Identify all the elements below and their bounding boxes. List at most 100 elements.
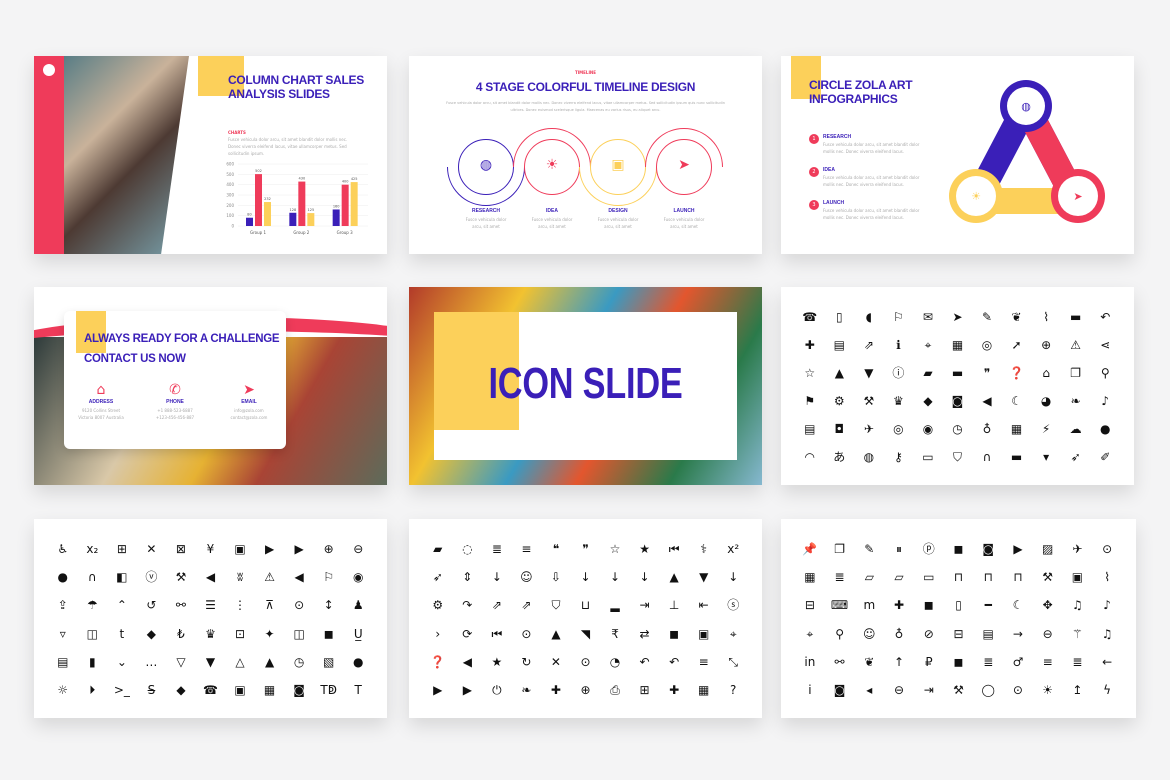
step-backward-icon: ⏮	[668, 542, 680, 557]
chevron-circle-up-icon: ⊙	[1012, 682, 1023, 697]
suitcase-icon: ▣	[234, 682, 246, 697]
y-tick-label: 200	[226, 203, 234, 208]
columns-icon: ◫	[293, 626, 305, 641]
x-tick-label: Group 2	[293, 230, 309, 235]
step-text: Fusce vehicula dolor arcu, sit amet blan…	[823, 175, 920, 187]
trophy-icon: ♛	[205, 626, 216, 641]
bar	[341, 184, 349, 226]
clock-icon: ◷	[952, 422, 963, 436]
bar	[298, 181, 306, 226]
step-name: LAUNCH	[823, 200, 845, 206]
bar-data-label: 232	[264, 197, 271, 201]
tumblr-icon: t	[119, 626, 125, 641]
slide-icons-1[interactable]: ☎ ▯ ◖ ⚐ ✉ ➤ ✎ ❦ ⌇ ▬ ↶ ✚ ▤ ⇗ ℹ ⌖ ▦ ◎ ➚ ⊕ ⚠ ⋖ ☆ ▲ ▼ ⓘ ▰ ▬ ❞ ❓ ⌂ ❐ ⚲ ⚑ ⚙ ⚒ ♛ ◆ ◙ ◀…	[781, 287, 1134, 485]
image-icon: ▨	[1042, 542, 1054, 557]
sign-in-icon: ⇤	[698, 598, 709, 613]
lemon-icon: ◯	[981, 682, 995, 697]
bar	[246, 217, 253, 226]
pinterest-icon: ⓟ	[922, 542, 935, 557]
sort-numeric-icon: ↓	[580, 570, 591, 585]
contact-line: +1 888-523-6887	[157, 408, 193, 413]
gavel-icon: ⚒	[953, 682, 964, 697]
comments-icon: ▰	[923, 366, 933, 380]
eye-icon: ◉	[922, 422, 934, 436]
stage-text: Fusce vehicula dolor arcu, sit amet	[597, 217, 639, 229]
plus-square-icon: ⊞	[116, 542, 127, 557]
svg-text:➤: ➤	[1073, 190, 1082, 203]
leaf-icon: ❧	[521, 682, 532, 697]
rss-icon: ◥	[580, 626, 591, 641]
subscript-icon: x₂	[86, 542, 99, 557]
xing-icon: ✕	[146, 542, 157, 557]
dot-circle-icon: ⊙	[580, 654, 591, 669]
red-band	[34, 56, 64, 254]
unlock-alt-icon: ⊓	[1013, 570, 1023, 585]
tint-icon: ●	[352, 654, 364, 669]
minus-square-filled-icon: ◼	[923, 598, 934, 613]
linkedin-square-icon: ◼	[953, 654, 964, 669]
mouse-icon: ◖	[865, 310, 873, 324]
road-icon: ▲	[551, 626, 561, 641]
crosshairs-icon: ⊕	[1041, 338, 1052, 352]
play-square-icon: ▶	[462, 682, 472, 697]
shield-icon: ⛉	[952, 450, 962, 464]
redo-icon: ↻	[521, 654, 532, 669]
twitter-icon: ✦	[264, 626, 275, 641]
ticket-icon: ▧	[323, 654, 335, 669]
umbrella-icon: ☂	[86, 598, 98, 613]
sort-num-icon: ↓	[639, 570, 650, 585]
quote-right-icon: ❞	[582, 542, 589, 557]
list-ul-icon: ≣	[1072, 654, 1083, 669]
question-circle-icon: ❓	[430, 654, 446, 669]
slide-timeline[interactable]: TIMELINE 4 Stage Colorful Timeline Desig…	[409, 56, 762, 254]
slide-icons-2[interactable]: ♿ x₂ ⊞ ✕ ⊠ ¥ ▣ ▶ ▶ ⊕ ⊖ ● ∩ ◧ ⓥ ⚒ ◀ ʬ ⚠ ◀ ⚐ ◉ ⇪ ☂ ⌃ ↺ ⚯ ☰ ⋮ ⊼ ⊙ ↕ ♟ ▿ ◫ t ◆ ₺ ♛…	[34, 519, 387, 718]
wrench-icon: ⚒	[1042, 570, 1054, 585]
stage-inner-ring	[590, 139, 646, 195]
slide-icons-4[interactable]: 📌 ❐ ✎ ⏸ ⓟ ◼ ◙ ▶ ▨ ✈ ⊙ ▦ ≣ ▱ ▱ ▭ ⊓ ⊓ ⊓ ⚒ ▣ ⌇ ⊟ ⌨ m ✚ ◼ ▯ ━ ☾ ✥ ♫ ♪ ⌖ ⚲ ☺ ♁ ⊘ ⊟ ▤…	[781, 519, 1136, 718]
lightbulb-icon: ☀	[545, 157, 559, 173]
tools-icon: ⚒	[863, 394, 875, 408]
file-text-icon: ▤	[57, 654, 69, 669]
user-icon: ●	[57, 570, 68, 585]
text-width-icon: T	[354, 682, 362, 697]
copy-icon: ❐	[834, 542, 845, 557]
key-icon: ⚷	[894, 450, 903, 464]
arrow-circle-up-icon: ⊙	[294, 598, 305, 613]
magnet-icon: ∩	[87, 570, 97, 585]
chevron-circle-up-icon: ⊼	[265, 598, 274, 613]
slide-column-chart[interactable]: Column Chart Sales Analysis Slides CHARTS…	[34, 56, 387, 254]
sticky-note-icon: ▤	[804, 422, 816, 436]
chevron-right-icon: ›	[435, 626, 441, 641]
volume-down-icon: ◀	[462, 654, 472, 669]
skype-icon: ⓢ	[727, 598, 740, 613]
y-tick-label: 0	[231, 224, 234, 229]
chain-icon: ⚯	[834, 654, 845, 669]
male-icon: ♂	[1012, 654, 1024, 669]
home-icon: ⌂	[1042, 366, 1050, 380]
paperclip-icon: ⌇	[1043, 310, 1050, 324]
globe-icon: ◍	[863, 450, 875, 464]
slide-contact[interactable]: Always Ready For A Challenge Contact Us N…	[34, 287, 387, 485]
palette-icon: ◕	[1040, 394, 1052, 408]
clock-circle-icon: ◷	[293, 654, 305, 669]
vimeo-icon: ⓥ	[145, 570, 158, 585]
stage-text: Fusce vehicula dolor arcu, sit amet	[663, 217, 705, 229]
unlink-icon: ⚯	[175, 598, 186, 613]
sort-alpha-desc-icon: ↓	[728, 570, 739, 585]
ellipsis-h-icon: …	[145, 654, 158, 669]
youtube-icon: ▣	[234, 542, 246, 557]
reply-all-icon: ↶	[669, 654, 680, 669]
menu-dot-icon	[43, 64, 55, 76]
server-icon: ☰	[205, 598, 216, 613]
slide-circle-infographic[interactable]: Circle Zola Art Infographics 1 RESEARCH Fus…	[781, 56, 1134, 254]
y-tick-label: 100	[226, 213, 234, 218]
moon-icon: ☾	[1012, 598, 1024, 613]
yellow-square	[198, 56, 244, 96]
slide-icon-title[interactable]: ICON SLIDE	[409, 287, 762, 485]
bar-data-label: 80	[247, 213, 251, 217]
step-number-badge: 2	[809, 167, 819, 177]
slide-title: ICON SLIDE	[488, 359, 683, 408]
indent-icon: ⇥	[923, 682, 934, 697]
bar-data-label: 125	[307, 208, 314, 212]
slide-icons-3[interactable]: ▰ ◌ ≣ ≡ ❝ ❞ ☆ ★ ⏮ ⚕ x² ➶ ⇕ ↓ ☺ ⇩ ↓ ↓ ↓ ▲ ▼ ↓ ⚙ ↷ ⇗ ⇗ ⛉ ⊔ ▂ ⇥ ⊥ ⇤ ⓢ › ⟳ ⏮ ⊙ ▲ ◥…	[409, 519, 762, 718]
